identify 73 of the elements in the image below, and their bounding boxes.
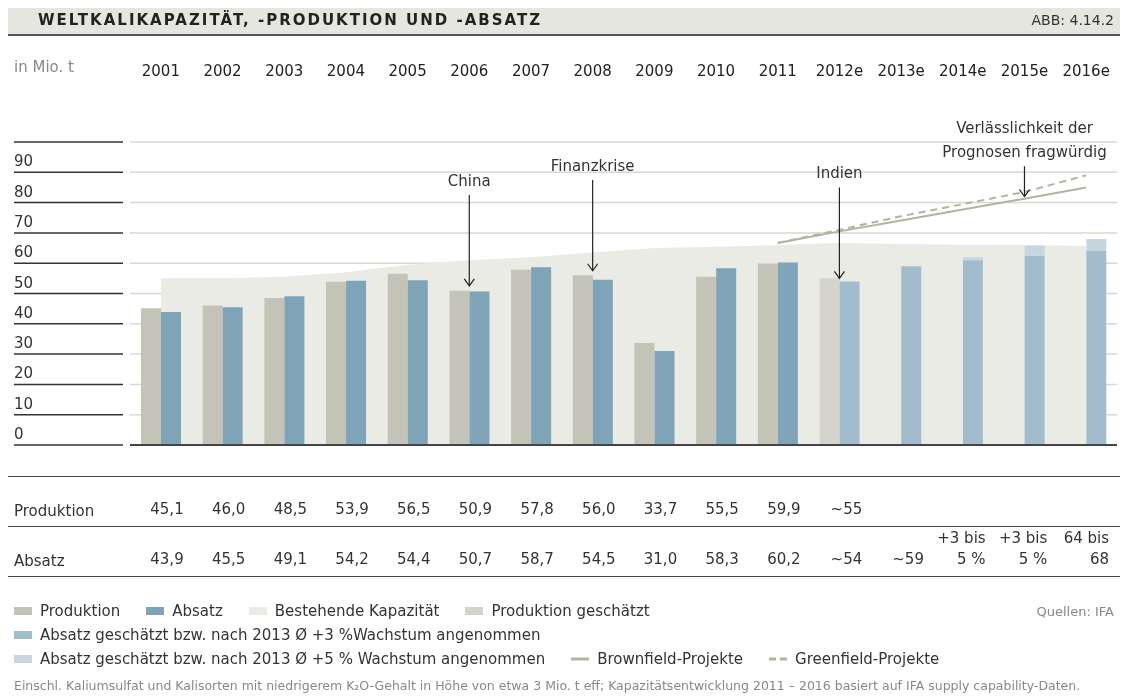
x-tick-label: 2004	[326, 62, 365, 80]
y-tick-label: 10	[14, 394, 34, 413]
text: Produktion	[14, 502, 95, 520]
data-label: 43,9	[149, 549, 184, 570]
data-label: 56,0	[581, 499, 616, 520]
legend-label: Absatz geschätzt bzw. nach 2013 Ø +3 %Wachstum angenommen	[39, 625, 541, 646]
data-label: 45,5	[210, 549, 246, 570]
data-label: 45,1	[149, 499, 184, 520]
data-label: 60,2	[766, 549, 801, 570]
text: +3 bis 5 %	[936, 528, 986, 570]
x-tick-label: 2016e	[1062, 62, 1110, 80]
y-tick-label: 50	[14, 273, 34, 292]
data-label: 53,9	[334, 499, 369, 520]
annotation: China	[446, 171, 492, 192]
annotation: Finanzkrise	[549, 155, 636, 177]
data-label: 50,9	[457, 499, 493, 520]
y-tick-label: 20	[14, 364, 34, 383]
x-tick-label: 2008	[573, 62, 612, 80]
y-tick-label: 0	[14, 425, 24, 443]
data-label: 31,0	[642, 549, 678, 570]
text: Absatz	[14, 552, 65, 570]
x-tick-label: 2003	[265, 62, 304, 80]
data-label: 50,7	[457, 549, 493, 570]
text: +3 bis 5 %	[997, 528, 1048, 570]
x-tick-label: 2012e	[815, 62, 864, 80]
text: Einschl. Kaliumsulfat und Kalisorten mit niedrigerem K₂O-Gehalt in Höhe von etwa 3 Mio. t eff; Kapazitätsentwicklung 2011 – 2016 basiert auf IFA supply capability-Daten.	[14, 678, 1081, 693]
legend-label: Greenfield-Projekte	[794, 649, 940, 670]
x-tick-label: 2010	[696, 62, 736, 80]
data-label: 46,0	[210, 499, 246, 520]
y-axis-title: in Mio. t	[14, 58, 74, 76]
data-label: 57,8	[519, 499, 554, 520]
x-tick-label: 2013e	[877, 62, 925, 80]
y-tick-label: 80	[14, 182, 34, 201]
x-tick-label: 2006	[450, 62, 489, 80]
x-tick-label: 2002	[203, 62, 242, 80]
text: ABB: 4.14.2	[1031, 12, 1114, 28]
legend-label: Brownfield-Projekte	[596, 649, 744, 670]
annotation: Indien	[815, 163, 864, 185]
y-tick-label: 30	[14, 334, 34, 353]
legend-label: Produktion	[39, 601, 121, 622]
data-label: ~54	[829, 549, 863, 570]
data-label: 48,5	[272, 499, 308, 520]
data-label: 54,5	[581, 549, 616, 570]
data-label: 58,3	[704, 549, 739, 570]
y-tick-label: 60	[14, 243, 34, 262]
legend-label: Bestehende Kapazität	[273, 601, 440, 622]
x-tick-label: 2014e	[939, 62, 987, 80]
y-tick-label: 70	[14, 212, 34, 231]
data-label: 33,7	[642, 499, 678, 520]
data-label: 59,9	[766, 499, 801, 520]
x-tick-label: 2005	[388, 62, 427, 80]
y-tick-label: 40	[14, 303, 34, 322]
legend-label: Absatz geschätzt bzw. nach 2013 Ø +5 % Wachstum angenommen	[39, 649, 546, 670]
annotation: Verlässlichkeit der Prognosen fragwürdig	[941, 118, 1108, 164]
data-label: 55,5	[704, 499, 739, 520]
legend-label: Produktion geschätzt	[490, 601, 650, 622]
x-tick-label: 2009	[635, 62, 674, 80]
data-label: 58,7	[519, 549, 554, 570]
source-note: Quellen: IFA	[1036, 604, 1114, 619]
data-label: ~55	[829, 499, 863, 520]
x-tick-label: 2011	[758, 62, 797, 80]
x-tick-label: 2015e	[1000, 62, 1049, 80]
legend-label: Absatz	[171, 601, 223, 622]
data-label: 49,1	[272, 549, 308, 570]
data-label: 56,5	[396, 499, 431, 520]
data-label: 54,4	[396, 549, 431, 570]
chart-title: WELTKALIKAPAZITÄT, -PRODUKTION UND -ABSATZ	[38, 11, 543, 29]
data-label: ~59	[891, 549, 924, 570]
x-tick-label: 2001	[141, 62, 180, 80]
text: 64 bis 68	[1062, 528, 1109, 570]
data-label: 54,2	[334, 549, 369, 570]
y-tick-label: 90	[14, 152, 34, 171]
x-tick-label: 2007	[511, 62, 551, 80]
